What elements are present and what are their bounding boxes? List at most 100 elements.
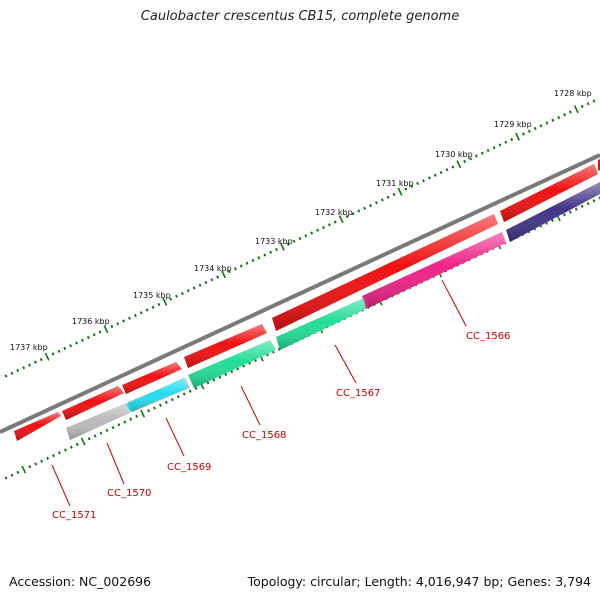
minor-tick — [46, 456, 50, 461]
major-tick — [338, 215, 344, 224]
minor-tick — [404, 187, 408, 191]
minor-tick — [333, 220, 337, 224]
minor-tick — [463, 159, 467, 164]
gene-label-CC_1568[interactable]: CC_1568 — [242, 430, 286, 441]
minor-tick — [69, 344, 73, 348]
minor-tick — [421, 179, 425, 183]
gene-label-CC_1571[interactable]: CC_1571 — [52, 510, 96, 521]
minor-tick — [574, 207, 578, 211]
minor-tick — [469, 157, 473, 161]
minor-tick — [380, 198, 384, 202]
minor-tick — [445, 168, 449, 172]
minor-tick — [192, 286, 196, 290]
minor-tick — [16, 368, 20, 373]
outer-strand-shading — [14, 164, 598, 441]
minor-tick — [4, 476, 8, 480]
minor-tick — [539, 124, 543, 128]
minor-tick — [86, 335, 90, 340]
outer-tick-ring — [4, 99, 596, 378]
minor-tick — [218, 375, 222, 379]
minor-tick — [322, 225, 326, 230]
minor-tick — [117, 423, 121, 427]
minor-tick — [158, 403, 162, 407]
minor-tick — [550, 218, 554, 223]
minor-tick — [151, 305, 155, 309]
minor-tick — [504, 140, 508, 144]
minor-tick — [416, 181, 420, 186]
minor-tick — [236, 367, 240, 371]
minor-tick — [69, 445, 73, 449]
minor-tick — [227, 269, 231, 274]
minor-tick — [274, 247, 278, 252]
gene-label-CC_1570[interactable]: CC_1570 — [107, 488, 151, 499]
minor-tick — [545, 121, 549, 125]
minor-tick — [105, 428, 109, 433]
major-tick — [515, 132, 521, 141]
major-tick — [44, 352, 50, 361]
minor-tick — [586, 102, 590, 106]
minor-tick — [568, 210, 572, 214]
genome-backbone — [0, 153, 600, 434]
minor-tick — [147, 409, 151, 413]
minor-tick — [75, 442, 79, 447]
minor-tick — [153, 406, 156, 410]
minor-tick — [186, 289, 190, 293]
minor-tick — [233, 267, 237, 271]
minor-tick — [10, 473, 14, 477]
minor-tick — [164, 400, 168, 405]
minor-tick — [439, 170, 443, 175]
minor-tick — [157, 302, 161, 307]
major-tick — [456, 160, 462, 169]
gene-label-CC_1566[interactable]: CC_1566 — [466, 331, 510, 342]
minor-tick — [292, 239, 296, 243]
minor-tick — [176, 395, 180, 399]
minor-tick — [357, 209, 361, 213]
minor-tick — [182, 392, 186, 396]
minor-tick — [116, 322, 120, 326]
minor-tick — [63, 448, 67, 452]
minor-tick — [304, 234, 308, 238]
minor-tick — [327, 223, 331, 227]
minor-tick — [98, 330, 102, 334]
kbp-label: 1737 kbp — [10, 343, 48, 352]
gene-label-CC_1567[interactable]: CC_1567 — [336, 388, 380, 399]
minor-tick — [533, 126, 537, 131]
gene-label-leaders — [51, 279, 467, 507]
kbp-label: 1735 kbp — [133, 291, 171, 300]
kbp-label: 1733 kbp — [255, 237, 293, 246]
major-tick — [140, 409, 146, 418]
minor-tick — [93, 434, 97, 438]
major-tick — [103, 325, 109, 334]
minor-tick — [33, 360, 37, 364]
minor-tick — [563, 113, 567, 117]
gene-label-CC_1569[interactable]: CC_1569 — [167, 462, 211, 473]
minor-tick — [269, 250, 273, 254]
major-tick — [573, 105, 579, 114]
minor-tick — [127, 316, 131, 320]
inner-strand-shading — [66, 182, 600, 440]
minor-tick — [410, 184, 414, 188]
minor-tick — [480, 151, 484, 155]
minor-tick — [351, 212, 355, 216]
minor-tick — [212, 378, 216, 382]
minor-tick — [206, 381, 210, 385]
minor-tick — [216, 275, 220, 279]
gene-labels: CC_1566 CC_1567 CC_1568 CC_1569 CC_1570 … — [52, 331, 510, 521]
minor-tick — [110, 324, 114, 329]
minor-tick — [10, 371, 14, 375]
kbp-label: 1732 kbp — [315, 208, 353, 217]
minor-tick — [562, 213, 566, 217]
minor-tick — [427, 176, 431, 180]
minor-tick — [316, 228, 320, 232]
minor-tick — [433, 173, 437, 177]
major-tick — [221, 270, 227, 279]
minor-tick — [22, 366, 26, 370]
minor-tick — [139, 311, 143, 315]
minor-tick — [310, 231, 314, 235]
accession-text: Accession: NC_002696 — [9, 574, 152, 589]
minor-tick — [257, 256, 261, 260]
minor-tick — [345, 214, 349, 219]
kbp-label: 1736 kbp — [72, 317, 110, 326]
minor-tick — [204, 280, 208, 285]
minor-tick — [557, 115, 561, 120]
